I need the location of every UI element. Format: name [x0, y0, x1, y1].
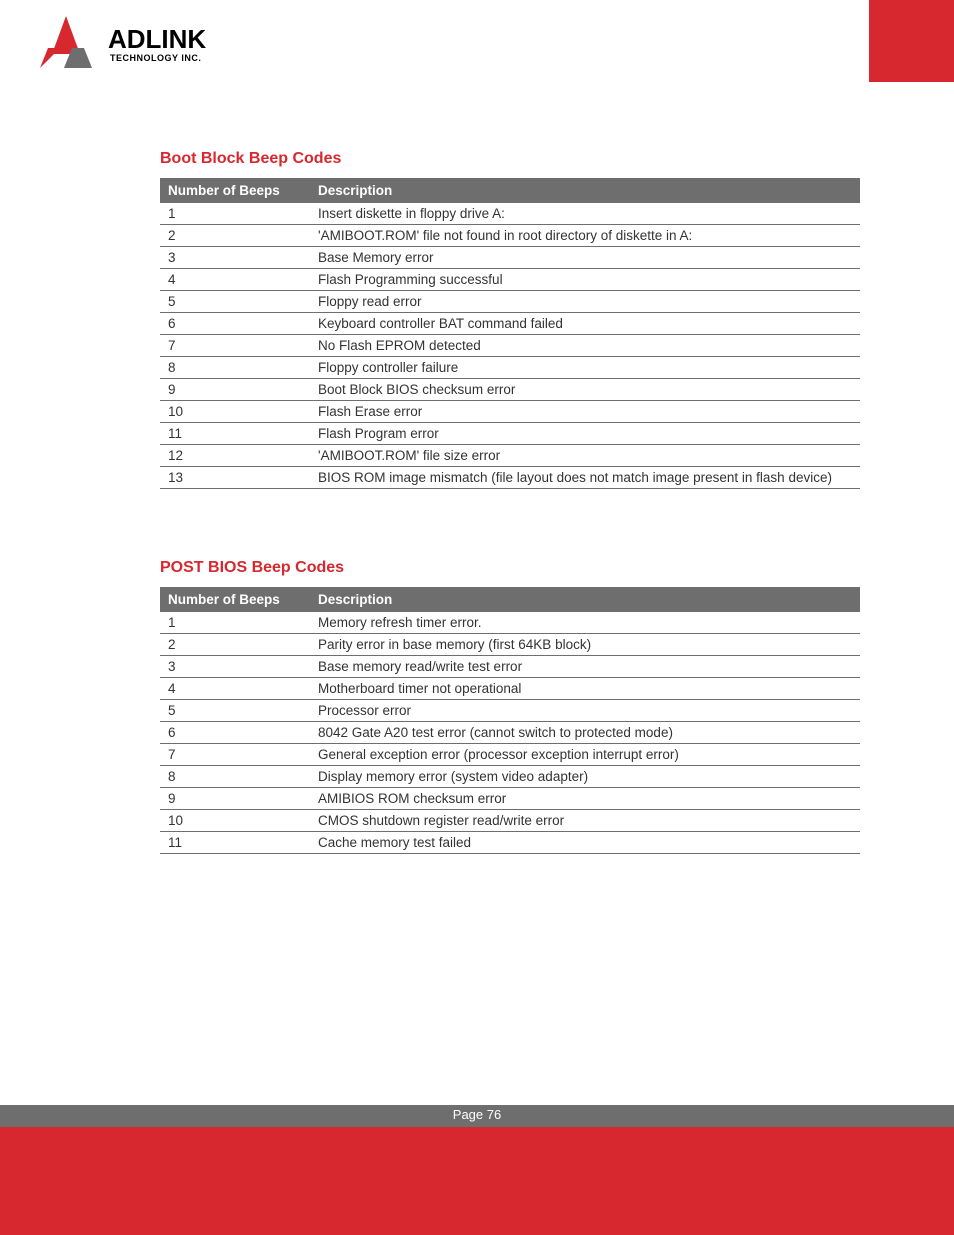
beep-count-cell: 3	[160, 247, 310, 269]
page-content: Boot Block Beep Codes Number of Beeps De…	[160, 150, 860, 854]
table-row: 3Base memory read/write test error	[160, 656, 860, 678]
beep-count-cell: 10	[160, 810, 310, 832]
beep-count-cell: 9	[160, 379, 310, 401]
beep-desc-cell: CMOS shutdown register read/write error	[310, 810, 860, 832]
table-row: 9AMIBIOS ROM checksum error	[160, 788, 860, 810]
beep-count-cell: 2	[160, 225, 310, 247]
table-row: 1Insert diskette in floppy drive A:	[160, 203, 860, 225]
beep-desc-cell: Cache memory test failed	[310, 832, 860, 854]
table-row: 2Parity error in base memory (first 64KB…	[160, 634, 860, 656]
beep-count-cell: 8	[160, 357, 310, 379]
beep-desc-cell: Processor error	[310, 700, 860, 722]
beep-desc-cell: Floppy controller failure	[310, 357, 860, 379]
table-row: 3Base Memory error	[160, 247, 860, 269]
beep-count-cell: 7	[160, 335, 310, 357]
beep-desc-cell: BIOS ROM image mismatch (file layout doe…	[310, 467, 860, 489]
beep-desc-cell: Display memory error (system video adapt…	[310, 766, 860, 788]
table-row: 8Display memory error (system video adap…	[160, 766, 860, 788]
beep-count-cell: 4	[160, 269, 310, 291]
beep-desc-cell: Base memory read/write test error	[310, 656, 860, 678]
beep-count-cell: 7	[160, 744, 310, 766]
beep-desc-cell: Parity error in base memory (first 64KB …	[310, 634, 860, 656]
section2-title: POST BIOS Beep Codes	[160, 559, 860, 577]
beep-count-cell: 13	[160, 467, 310, 489]
boot-block-beep-table: Number of Beeps Description 1Insert disk…	[160, 178, 860, 489]
beep-desc-cell: AMIBIOS ROM checksum error	[310, 788, 860, 810]
beep-count-cell: 11	[160, 423, 310, 445]
table-row: 2'AMIBOOT.ROM' file not found in root di…	[160, 225, 860, 247]
table-row: 4Motherboard timer not operational	[160, 678, 860, 700]
table-row: 5Floppy read error	[160, 291, 860, 313]
table-row: 4Flash Programming successful	[160, 269, 860, 291]
beep-count-cell: 12	[160, 445, 310, 467]
beep-desc-cell: Flash Programming successful	[310, 269, 860, 291]
beep-desc-cell: Insert diskette in floppy drive A:	[310, 203, 860, 225]
beep-desc-cell: Boot Block BIOS checksum error	[310, 379, 860, 401]
beep-count-cell: 10	[160, 401, 310, 423]
beep-desc-cell: Flash Program error	[310, 423, 860, 445]
table-row: 6Keyboard controller BAT command failed	[160, 313, 860, 335]
beep-count-cell: 5	[160, 700, 310, 722]
table1-header-beeps: Number of Beeps	[160, 178, 310, 203]
table-row: 8Floppy controller failure	[160, 357, 860, 379]
beep-count-cell: 6	[160, 722, 310, 744]
beep-count-cell: 4	[160, 678, 310, 700]
table-row: 9Boot Block BIOS checksum error	[160, 379, 860, 401]
beep-count-cell: 6	[160, 313, 310, 335]
page-number: Page 76	[453, 1107, 501, 1122]
beep-desc-cell: No Flash EPROM detected	[310, 335, 860, 357]
beep-desc-cell: Motherboard timer not operational	[310, 678, 860, 700]
beep-count-cell: 9	[160, 788, 310, 810]
table2-header-desc: Description	[310, 587, 860, 612]
table-row: 7No Flash EPROM detected	[160, 335, 860, 357]
table1-header-desc: Description	[310, 178, 860, 203]
beep-desc-cell: 'AMIBOOT.ROM' file size error	[310, 445, 860, 467]
beep-desc-cell: 'AMIBOOT.ROM' file not found in root dir…	[310, 225, 860, 247]
table-row: 12'AMIBOOT.ROM' file size error	[160, 445, 860, 467]
table-row: 1Memory refresh timer error.	[160, 612, 860, 634]
table-row: 10Flash Erase error	[160, 401, 860, 423]
corner-red-tab	[869, 0, 954, 82]
table-row: 68042 Gate A20 test error (cannot switch…	[160, 722, 860, 744]
beep-count-cell: 1	[160, 612, 310, 634]
beep-desc-cell: Memory refresh timer error.	[310, 612, 860, 634]
table-row: 13BIOS ROM image mismatch (file layout d…	[160, 467, 860, 489]
beep-desc-cell: Flash Erase error	[310, 401, 860, 423]
table-row: 11Flash Program error	[160, 423, 860, 445]
beep-desc-cell: Base Memory error	[310, 247, 860, 269]
beep-count-cell: 3	[160, 656, 310, 678]
table-row: 5Processor error	[160, 700, 860, 722]
table2-header-beeps: Number of Beeps	[160, 587, 310, 612]
beep-count-cell: 1	[160, 203, 310, 225]
logo-subtext: TECHNOLOGY INC.	[110, 53, 201, 63]
adlink-logo: ADLINK TECHNOLOGY INC.	[38, 14, 238, 72]
footer-red-bar	[0, 1127, 954, 1235]
table-row: 7General exception error (processor exce…	[160, 744, 860, 766]
beep-desc-cell: General exception error (processor excep…	[310, 744, 860, 766]
table-row: 11Cache memory test failed	[160, 832, 860, 854]
logo-brand-text: ADLINK	[108, 24, 206, 54]
beep-desc-cell: Keyboard controller BAT command failed	[310, 313, 860, 335]
section1-title: Boot Block Beep Codes	[160, 150, 860, 168]
beep-count-cell: 5	[160, 291, 310, 313]
beep-count-cell: 11	[160, 832, 310, 854]
beep-count-cell: 2	[160, 634, 310, 656]
beep-desc-cell: Floppy read error	[310, 291, 860, 313]
post-bios-beep-table: Number of Beeps Description 1Memory refr…	[160, 587, 860, 854]
beep-count-cell: 8	[160, 766, 310, 788]
table-row: 10CMOS shutdown register read/write erro…	[160, 810, 860, 832]
beep-desc-cell: 8042 Gate A20 test error (cannot switch …	[310, 722, 860, 744]
